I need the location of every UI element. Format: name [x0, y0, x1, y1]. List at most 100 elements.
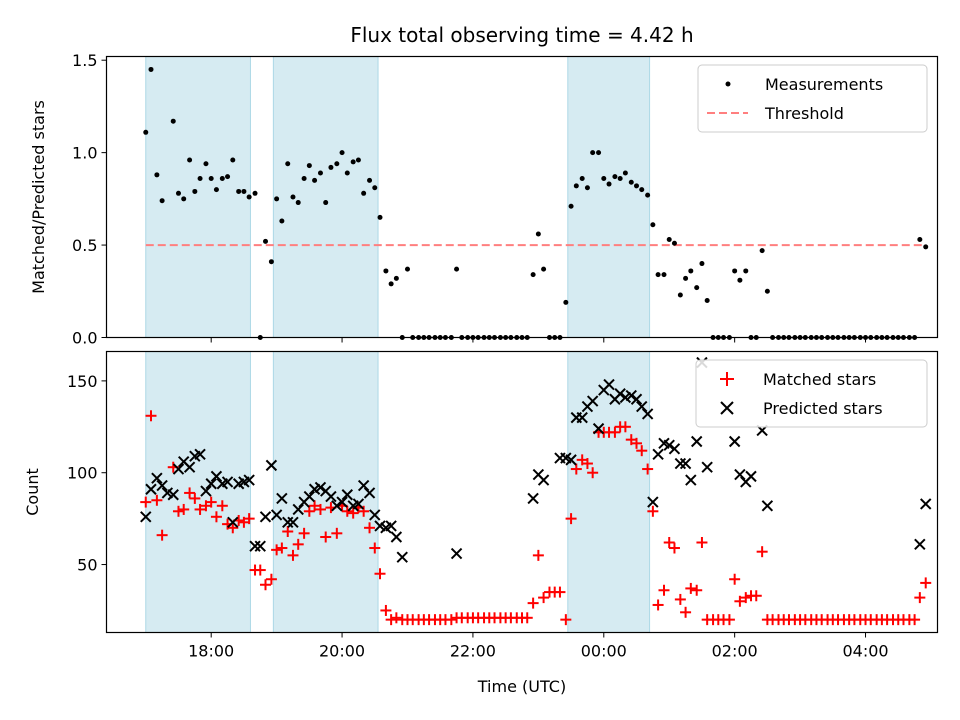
top-y-axis-label: Matched/Predicted stars: [29, 100, 48, 294]
predicted-star-point: [914, 538, 926, 551]
measurement-point: [634, 183, 640, 189]
measurement-point: [192, 188, 198, 194]
predicted-star-point: [576, 411, 588, 424]
measurement-point: [563, 299, 569, 305]
predicted-star-point: [592, 422, 605, 435]
matched-star-point: [265, 573, 277, 585]
matched-star-point: [652, 599, 664, 611]
predicted-star-point: [167, 489, 179, 501]
matched-star-point: [172, 505, 184, 517]
legend-matched-marker: [720, 372, 734, 386]
measurement-point: [377, 214, 383, 220]
top-axes-frame: [105, 55, 939, 339]
measurement-point: [650, 222, 656, 228]
measurement-point: [344, 170, 350, 176]
predicted-star-point: [331, 500, 343, 512]
predicted-star-point: [761, 500, 774, 512]
measurement-point: [530, 272, 536, 278]
measurement-point: [622, 170, 628, 176]
measurement-point: [148, 66, 154, 72]
predicted-star-point: [636, 400, 648, 413]
matched-star-point: [680, 606, 692, 618]
predicted-star-point: [243, 474, 255, 486]
matched-star-point: [734, 595, 746, 607]
measurement-point: [612, 174, 618, 180]
matched-star-point: [740, 592, 752, 604]
predicted-star-point: [221, 476, 234, 488]
predicted-star-point: [390, 531, 403, 543]
measurement-point: [404, 266, 410, 272]
measurement-point: [617, 176, 623, 182]
bottom-axes-frame: [105, 350, 939, 634]
predicted-star-point: [254, 540, 266, 552]
measurement-point: [274, 196, 280, 202]
matched-star-point: [642, 463, 654, 475]
matched-star-point: [445, 614, 457, 626]
predicted-star-point: [336, 496, 348, 508]
predicted-star-point: [183, 461, 196, 473]
matched-star-point: [631, 437, 643, 449]
x-axis-label: Time (UTC): [477, 677, 566, 696]
top-x-ticks: [210, 337, 867, 343]
measurement-point: [666, 237, 672, 243]
matched-star-point: [243, 513, 255, 525]
legend-matched-label: Matched stars: [763, 370, 876, 389]
measurement-point: [317, 170, 323, 176]
x-tick-label: 02:00: [712, 642, 758, 661]
predicted-star-point: [270, 509, 283, 521]
measurement-point: [241, 188, 247, 194]
matched-star-point: [385, 614, 397, 626]
predicted-star-point: [282, 516, 294, 529]
bottom-y-axis-label: Count: [23, 468, 42, 516]
matched-star-point: [729, 573, 741, 585]
matched-star-point: [260, 579, 272, 591]
predicted-star-point: [674, 457, 687, 470]
measurement-point: [454, 266, 460, 272]
legend-measurements-label: Measurements: [765, 75, 883, 94]
matched-star-point: [696, 537, 708, 549]
measurement-point: [154, 172, 160, 178]
measurement-point: [535, 231, 541, 237]
predicted-star-point: [385, 520, 397, 532]
bottom-x-ticks: 18:00 20:00 22:00 00:00 02:00 04:00: [188, 632, 889, 661]
y-tick-label: 150: [67, 372, 98, 391]
measurement-point: [683, 275, 689, 281]
matched-star-point: [390, 612, 402, 624]
matched-star-point: [658, 584, 670, 596]
shaded-interval-0: [145, 56, 251, 338]
predicted-star-point: [205, 478, 217, 490]
bottom-shaded-intervals: [145, 351, 651, 633]
predicted-star-point: [701, 461, 713, 473]
measurement-point: [203, 161, 209, 167]
predicted-star-point: [728, 435, 741, 448]
matched-star-point: [358, 505, 370, 517]
matched-star-point: [303, 505, 315, 517]
measurement-point: [246, 194, 252, 200]
shaded-interval-1: [272, 56, 379, 338]
matched-star-point: [570, 463, 582, 475]
matched-star-point: [691, 584, 703, 596]
predicted-star-point: [630, 393, 643, 405]
matched-star-point: [674, 593, 686, 605]
matched-star-point: [914, 592, 926, 604]
chart-title: Flux total observing time = 4.42 h: [350, 23, 693, 47]
bottom-y-ticks: 50 100 150: [67, 372, 107, 575]
measurement-point: [590, 150, 596, 156]
bottom-legend: Matched stars Predicted stars: [695, 359, 928, 428]
predicted-star-point: [341, 489, 354, 501]
measurement-point: [334, 161, 340, 167]
predicted-star-point: [450, 547, 463, 560]
measurement-point: [301, 176, 307, 182]
predicted-star-point: [151, 472, 163, 484]
measurement-point: [230, 157, 236, 163]
predicted-star-point: [625, 389, 637, 402]
x-tick-label: 04:00: [842, 642, 888, 661]
legend-threshold-label: Threshold: [764, 104, 844, 123]
x-tick-label: 20:00: [319, 642, 365, 661]
matched-star-point: [178, 503, 190, 515]
predicted-star-point: [685, 474, 697, 486]
predicted-star-point: [920, 498, 932, 510]
measurement-point: [688, 268, 694, 274]
measurement-point: [628, 179, 634, 185]
measurement-point: [655, 272, 661, 278]
